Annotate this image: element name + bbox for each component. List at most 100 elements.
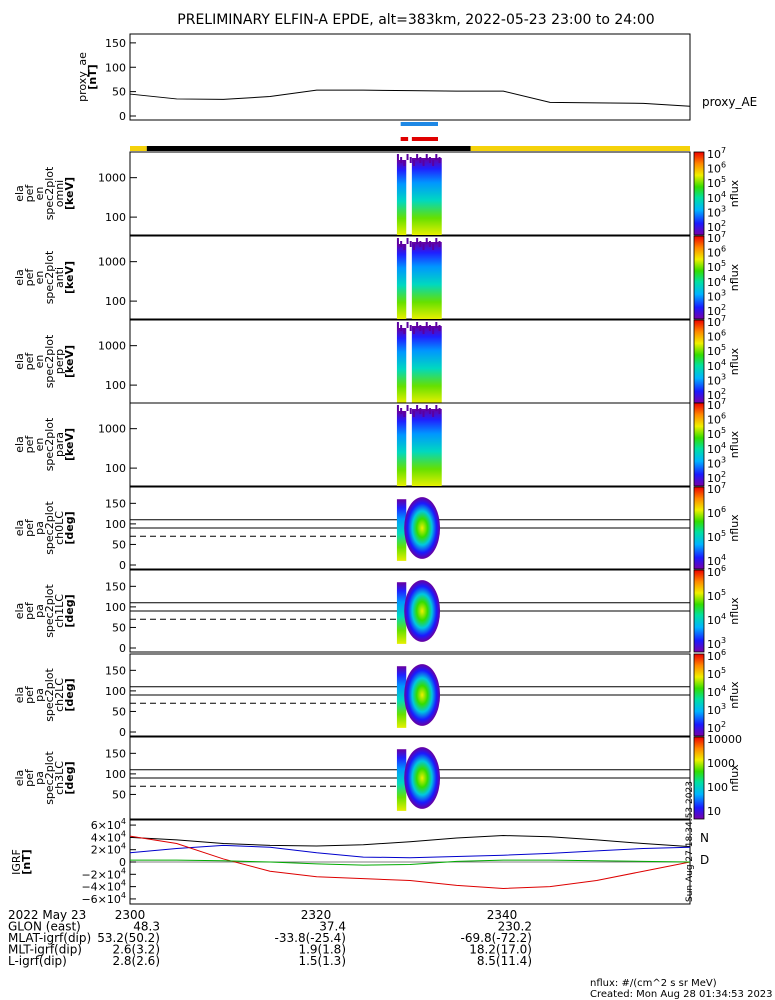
spectrogram-block: [411, 326, 442, 403]
pitch-blob: [404, 497, 441, 559]
colorbar-tick: 104: [707, 190, 726, 205]
y-tick-label: 100: [105, 211, 126, 224]
colorbar-tick: 106: [707, 245, 726, 260]
colorbar-tick: 102: [707, 470, 726, 485]
footer-row-value: -33.8(-25.4): [275, 931, 346, 945]
ylabel-line: proxy_ae: [76, 52, 89, 102]
spectrogram-speckle: [403, 160, 406, 166]
ylabel-line: spec2plot: [43, 417, 56, 471]
spectrogram-speckle: [428, 241, 431, 247]
panel-energy-omni: 1000100elapefenspec2plotomni[keV]1071061…: [13, 146, 741, 236]
spectrogram-speckle: [396, 238, 399, 244]
spectrogram-speckle: [403, 411, 406, 417]
spectrogram-speckle: [409, 241, 412, 247]
ylabel-line: para: [53, 432, 66, 457]
ylabel-line: [deg]: [63, 511, 76, 544]
colorbar-tick: 100: [707, 781, 728, 794]
ylabel-line: spec2plot: [43, 751, 56, 805]
ylabel-line: pef: [23, 601, 36, 620]
flag-red: [400, 137, 409, 141]
ylabel-line: [deg]: [63, 761, 76, 794]
ylabel-line: [nT]: [86, 64, 99, 89]
series-line: [129, 89, 691, 107]
colorbar-tick: 102: [707, 387, 726, 402]
spectrogram-speckle: [422, 411, 425, 417]
panel-pa-ch0LC: 150100500elapefpaspec2plotch0LC[deg]1071…: [13, 481, 741, 572]
colorbar: [693, 736, 705, 820]
panel-frame: [129, 402, 691, 487]
spectrogram-speckle: [435, 238, 438, 244]
colorbar-tick: 102: [707, 219, 726, 234]
colorbar-tick: 105: [707, 666, 726, 681]
spectrogram-speckle: [396, 322, 399, 328]
colorbar-tick: 106: [707, 505, 726, 520]
colorbar: [693, 653, 705, 737]
ylabel-line: ela: [13, 520, 26, 537]
spectrogram-speckle: [400, 325, 403, 331]
ylabel-line: pef: [23, 184, 36, 203]
pitch-block: [396, 666, 407, 728]
pitch-block: [396, 749, 407, 811]
colorbar-label: nflux: [728, 597, 741, 625]
spectrogram-speckle: [396, 154, 399, 160]
panel-energy-perp: 1000100elapefenspec2plotperp[keV]1071061…: [13, 314, 741, 404]
y-tick-label: 100: [105, 518, 126, 531]
ylabel-line: ch1LC: [53, 594, 66, 628]
colorbar-tick: 10: [707, 805, 721, 818]
y-tick-label: 50: [112, 705, 126, 718]
y-tick-label: 1000: [98, 340, 126, 353]
spectrogram-speckle: [403, 328, 406, 334]
spectrogram-speckle: [422, 244, 425, 250]
spectrogram-speckle: [438, 157, 441, 163]
footer-row-value: 2300: [115, 908, 146, 922]
ylabel-line: spec2plot: [43, 166, 56, 220]
y-tick-label: −4×104: [81, 879, 126, 894]
spectrogram-block: [396, 411, 407, 486]
colorbar-label: nflux: [728, 430, 741, 458]
colorbar-label: nflux: [728, 263, 741, 291]
pitch-block: [396, 582, 407, 644]
track-segment: [146, 146, 471, 151]
spectrogram-speckle: [432, 244, 435, 250]
ylabel-line: [keV]: [63, 261, 76, 294]
side-note: Sun Aug 27 18:34:53 2023: [685, 781, 695, 902]
spectrogram-block: [396, 244, 407, 319]
ylabel-line: spec2plot: [43, 584, 56, 638]
ylabel-line: pef: [23, 268, 36, 287]
ylabel-line: ch2LC: [53, 678, 66, 712]
panel-ylabel: IGRF[nT]: [10, 849, 33, 875]
legend-D: D: [700, 853, 709, 867]
ylabel-line: perp: [53, 349, 66, 374]
spectrogram-speckle: [425, 154, 428, 160]
footer-row-value: 2.8(2.6): [112, 954, 160, 968]
spectrogram-speckle: [412, 244, 415, 250]
footer-row-label: MLT-igrf(dip): [8, 943, 82, 957]
y-tick-label: 100: [105, 462, 126, 475]
igrf-series-line: [130, 859, 691, 866]
y-tick-label: 50: [112, 621, 126, 634]
ylabel-line: pa: [33, 771, 46, 785]
spectrogram-speckle: [416, 322, 419, 328]
pitch-blob: [404, 747, 441, 809]
y-tick-label: 100: [105, 295, 126, 308]
ylabel-line: pef: [23, 518, 36, 537]
ylabel-line: en: [33, 355, 46, 369]
spectrogram-speckle: [425, 322, 428, 328]
ylabel-line: spec2plot: [43, 334, 56, 388]
footer-row-value: 2.6(3.2): [112, 943, 160, 957]
spectrogram-speckle: [419, 241, 422, 247]
spectrogram-speckle: [416, 238, 419, 244]
y-tick-label: −6×104: [81, 891, 126, 906]
spectrogram-speckle: [416, 154, 419, 160]
panel-frame: [129, 151, 691, 236]
footer-row-value: 1.5(1.3): [298, 954, 346, 968]
ylabel-line: IGRF: [10, 849, 23, 875]
flag-red: [411, 137, 438, 141]
track-segment: [130, 146, 147, 151]
footer-row-value: 230.2: [498, 920, 532, 934]
ylabel-line: [deg]: [63, 594, 76, 627]
spectrogram-speckle: [400, 408, 403, 414]
